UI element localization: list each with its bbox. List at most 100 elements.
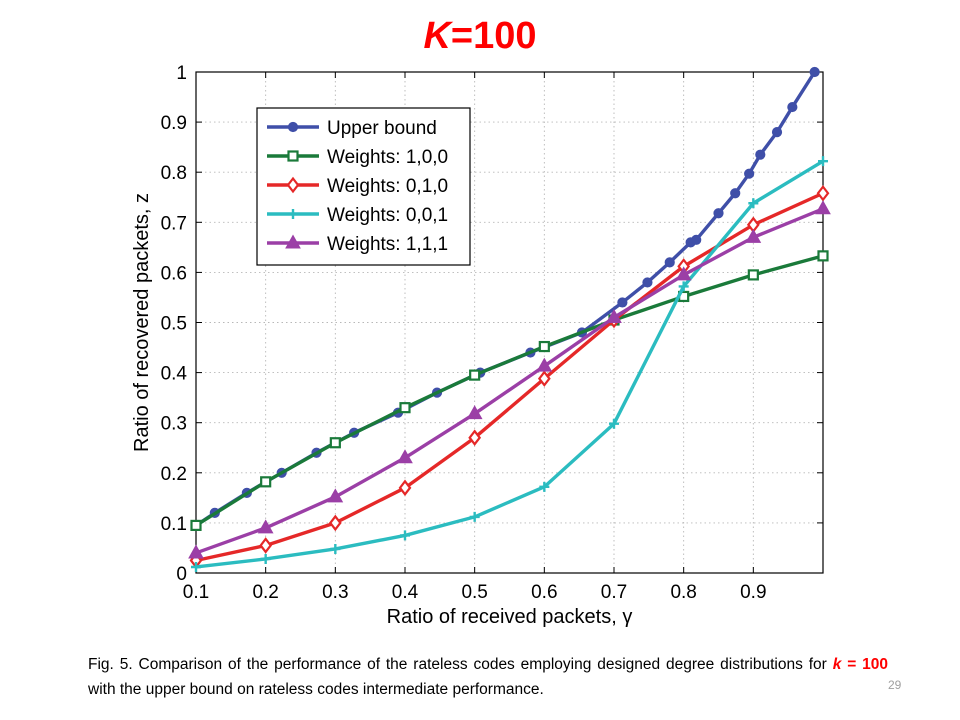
data-point [191, 561, 201, 572]
data-point [609, 418, 619, 429]
data-point [328, 514, 342, 532]
data-point [744, 168, 755, 179]
data-point [817, 250, 829, 262]
figure-caption: Fig. 5. Comparison of the performance of… [88, 652, 888, 702]
data-point [469, 369, 481, 381]
data-point [466, 405, 483, 420]
legend-marker [287, 150, 299, 162]
data-point [747, 269, 759, 281]
series-3 [191, 156, 828, 572]
x-tick-label: 0.6 [531, 582, 557, 603]
data-point [771, 127, 783, 138]
data-point [260, 553, 271, 564]
data-point [748, 198, 759, 209]
data-point [327, 488, 344, 503]
data-point [398, 479, 412, 497]
y-axis-label: Ratio of recovered packets, z [131, 193, 153, 452]
series-1 [190, 250, 829, 532]
legend-item: Weights: 0,0,1 [267, 205, 448, 226]
caption-emphasis-k: k [832, 656, 842, 673]
legend-label: Upper bound [327, 118, 437, 139]
series-4 [188, 200, 831, 559]
y-tick-label: 0.4 [161, 364, 188, 385]
series-layer [188, 66, 831, 572]
legend-label: Weights: 1,1,1 [327, 234, 448, 255]
data-point [329, 437, 341, 449]
series-line [195, 254, 824, 527]
legend-label: Weights: 0,1,0 [327, 176, 448, 197]
data-point [818, 156, 828, 167]
data-point [468, 429, 482, 447]
y-tick-label: 0.7 [161, 213, 187, 234]
data-point [675, 266, 692, 281]
data-point [606, 308, 622, 323]
x-tick-label: 0.3 [322, 582, 348, 603]
caption-text-before: Fig. 5. Comparison of the performance of… [88, 656, 833, 673]
data-point [642, 277, 653, 288]
legend-label: Weights: 0,0,1 [327, 205, 448, 226]
legend-item: Upper bound [267, 118, 437, 139]
series-line [195, 207, 824, 555]
y-tick-label: 1 [176, 63, 187, 84]
data-point [536, 357, 553, 372]
data-point [538, 340, 550, 353]
legend-marker [288, 209, 298, 219]
data-point [678, 281, 689, 292]
data-point [816, 184, 830, 202]
page-number: 29 [888, 678, 902, 692]
data-point [713, 208, 724, 219]
x-tick-label: 0.4 [392, 582, 419, 603]
y-tick-label: 0.1 [161, 514, 187, 535]
data-point [539, 481, 550, 492]
data-point [397, 449, 413, 464]
data-point [664, 257, 675, 268]
data-point [259, 537, 273, 554]
slide-title-k: K [423, 15, 451, 57]
x-tick-label: 0.8 [670, 582, 696, 603]
y-tick-label: 0.2 [161, 464, 187, 485]
caption-emphasis-rest: = 100 [841, 656, 888, 673]
y-tick-label: 0.8 [161, 163, 187, 184]
data-point [809, 66, 820, 78]
caption-text-after: with the upper bound on rateless codes i… [88, 681, 544, 698]
data-point [691, 234, 702, 245]
series-line [195, 159, 824, 569]
data-point [755, 149, 766, 160]
data-point [617, 297, 628, 308]
legend-item: Weights: 0,1,0 [267, 176, 448, 197]
data-point [260, 476, 272, 488]
data-point [330, 543, 341, 554]
y-tick-label: 0.3 [161, 414, 187, 435]
x-tick-label: 0.7 [601, 582, 627, 603]
data-point [730, 188, 741, 199]
legend-label: Weights: 1,0,0 [327, 147, 448, 168]
data-point [188, 544, 204, 559]
legend: Upper bound Weights: 1,0,0 Weights: 0,1,0 W… [256, 107, 471, 266]
y-tick-label: 0.5 [161, 314, 187, 335]
data-point [537, 370, 551, 387]
x-tick-label: 0.1 [183, 582, 209, 603]
x-tick-label: 0.9 [740, 582, 766, 603]
data-point [787, 101, 798, 113]
slide-title-rest: =100 [450, 15, 537, 57]
data-point [469, 511, 480, 522]
legend-item: Weights: 1,0,0 [267, 147, 448, 168]
data-point [190, 519, 202, 532]
caption-emphasis: k = 100 [833, 656, 888, 673]
data-point [399, 402, 411, 414]
legend-marker [285, 234, 301, 249]
x-tick-label: 0.5 [461, 582, 487, 603]
x-axis-label: Ratio of received packets, γ [387, 606, 633, 628]
x-tick-label: 0.2 [252, 582, 278, 603]
data-point [745, 228, 762, 243]
data-point [400, 530, 410, 541]
series-0 [190, 66, 820, 531]
slide-title: K=100 [0, 14, 960, 58]
axis-ticks: 0.1 0.2 0.3 0.4 0.5 0.6 0.7 0.8 0.900.10.20.30.4… [161, 63, 823, 603]
data-point [257, 519, 274, 534]
y-tick-label: 0.9 [161, 113, 187, 134]
legend-marker [286, 176, 300, 194]
y-tick-label: 0.6 [161, 263, 187, 284]
legend-marker [287, 121, 299, 133]
